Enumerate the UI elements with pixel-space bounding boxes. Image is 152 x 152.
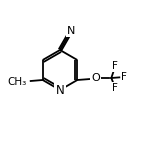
Text: N: N	[56, 83, 64, 97]
Text: F: F	[112, 83, 118, 93]
Text: N: N	[67, 26, 75, 36]
Text: F: F	[112, 61, 118, 71]
Text: O: O	[91, 73, 100, 83]
Text: CH₃: CH₃	[7, 77, 27, 87]
Text: F: F	[121, 72, 127, 82]
